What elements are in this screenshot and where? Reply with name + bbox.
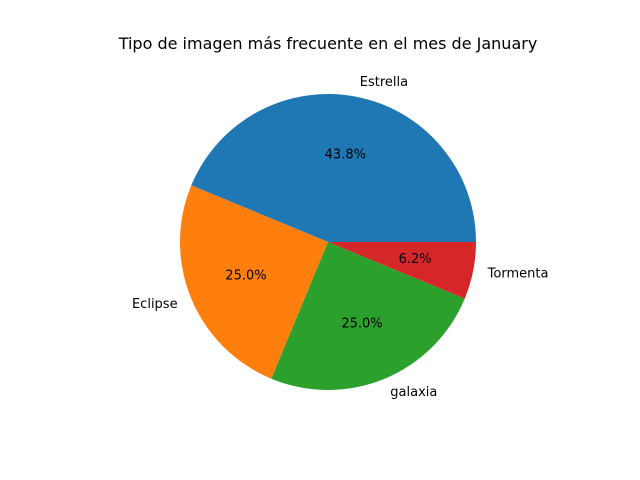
pie-label-estrella: Estrella — [360, 75, 408, 90]
pie-slice-tormenta — [328, 242, 476, 299]
pie-slice-estrella — [191, 93, 477, 242]
pie-percent-label-eclipse: 25.0% — [225, 268, 266, 283]
pie-label-tormenta: Tormenta — [487, 266, 549, 281]
pie-label-galaxia: galaxia — [390, 385, 437, 400]
pie-percent-label-estrella: 43.8% — [325, 147, 366, 162]
pie-percent-label-tormenta: 6.2% — [399, 252, 432, 267]
chart-title: Tipo de imagen más frecuente en el mes d… — [118, 34, 538, 53]
pie-slices — [180, 93, 477, 390]
pie-label-eclipse: Eclipse — [132, 297, 178, 312]
pie-slice-eclipse — [180, 185, 328, 379]
pie-labels: Estrella 43.8% Eclipse 25.0% galaxia 25.0% Tor… — [132, 75, 548, 400]
pie-slice-galaxia — [271, 242, 465, 390]
pie-percent-label-galaxia: 25.0% — [341, 317, 382, 332]
